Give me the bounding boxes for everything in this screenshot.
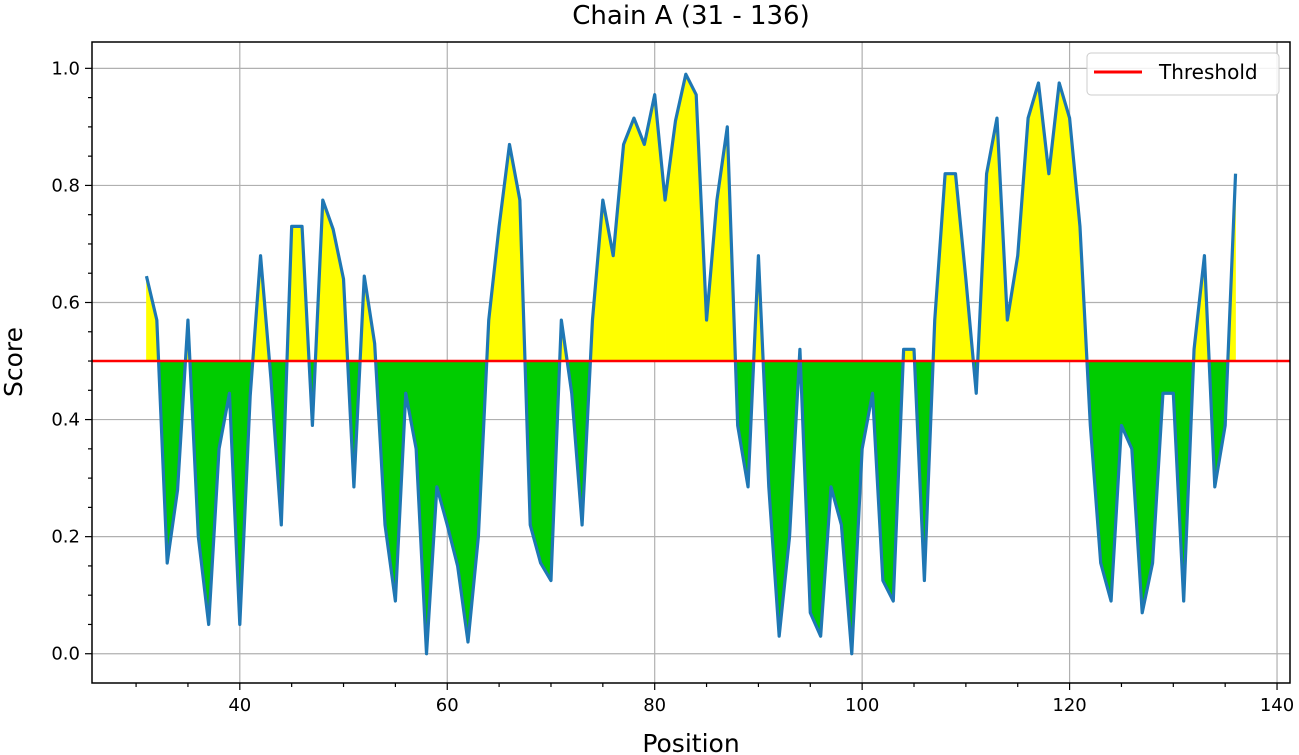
above-threshold-area [685,74,697,362]
x-tick-label: 100 [845,695,879,716]
score-line-layer [144,72,1238,656]
legend: Threshold [1086,52,1280,96]
above-threshold-area [1069,118,1081,362]
y-tick-label: 0.6 [51,292,80,313]
above-threshold-area [291,226,303,362]
x-tick-label: 140 [1260,695,1294,716]
above-threshold-area [633,117,645,362]
y-tick-label: 0.4 [51,410,80,431]
y-axis-label: Score [0,327,28,397]
chart-title: Chain A (31 - 136) [572,1,810,31]
x-tick-label: 40 [228,695,251,716]
below-threshold-area [1214,360,1226,487]
x-tick-label: 80 [643,695,666,716]
below-threshold-area [540,360,552,582]
legend-threshold-label: Threshold [1158,60,1258,84]
x-axis-label: Position [642,729,739,755]
legend-box [1086,52,1280,96]
below-threshold-area [841,360,853,654]
plot-frame [91,41,1291,684]
below-threshold-area [882,360,894,602]
above-threshold-area [1027,82,1039,362]
above-threshold-area [944,173,956,362]
y-tick-label: 0.0 [51,644,80,665]
below-threshold-area [737,360,749,487]
above-threshold-area [1058,82,1070,362]
x-tick-label: 120 [1052,695,1086,716]
x-ticks: 40 60 80 100 120 140 [135,683,1294,716]
below-threshold-area [809,360,821,637]
x-tick-label: 60 [436,695,459,716]
below-threshold-area [1162,360,1174,394]
y-ticks: 0.0 0.2 0.4 0.6 0.8 1.0 [51,58,92,665]
y-tick-label: 0.2 [51,527,80,548]
above-threshold-area [623,117,635,362]
y-tick-label: 0.8 [51,175,80,196]
above-threshold-area [903,349,915,362]
score-line [144,72,1238,656]
y-tick-label: 1.0 [51,58,80,79]
